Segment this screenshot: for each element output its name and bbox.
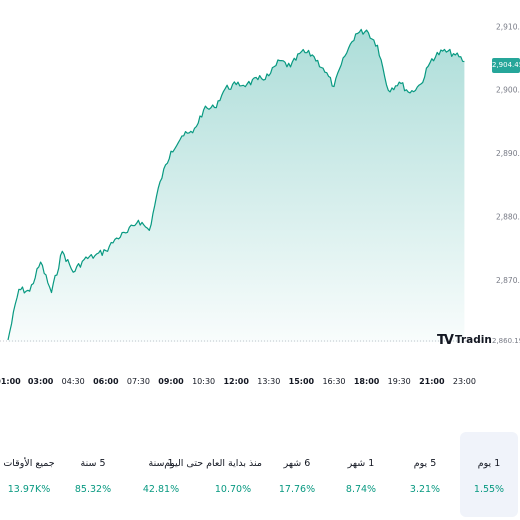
- period-all[interactable]: جميع الأوقات 13.97K%: [0, 432, 58, 517]
- period-label: 1 يوم: [477, 458, 501, 469]
- x-axis: 01:00 03:00 04:30 06:00 07:30 09:00 10:30 12:00…: [0, 377, 476, 386]
- y-axis: 2,910.000 2,900.000 2,890.000 2,880.000 2,87…: [496, 22, 520, 284]
- x-tick-label: 06:00: [93, 377, 119, 386]
- period-label: 1 شهر: [347, 458, 375, 469]
- x-tick-label: 03:00: [28, 377, 54, 386]
- x-tick-label: 01:00: [0, 377, 21, 386]
- chart-svg: 2,910.000 2,900.000 2,890.000 2,880.000 2,87…: [0, 22, 520, 386]
- period-change: 13.97K%: [7, 484, 51, 495]
- y-tick-label: 2,870.000: [496, 276, 520, 285]
- period-change: 1.55%: [473, 484, 505, 495]
- period-1m[interactable]: 1 شهر 8.74%: [332, 432, 390, 517]
- period-label: 6 شهر: [283, 458, 311, 469]
- x-tick-label: 10:30: [192, 377, 215, 386]
- x-tick-label: 15:00: [289, 377, 315, 386]
- period-change: 3.21%: [409, 484, 441, 495]
- period-change: 8.74%: [345, 484, 377, 495]
- period-5y[interactable]: 5 سنة 85.32%: [64, 432, 122, 517]
- x-tick-label: 12:00: [223, 377, 249, 386]
- period-1d[interactable]: 1 يوم 1.55%: [460, 432, 518, 517]
- x-tick-label: 19:30: [388, 377, 411, 386]
- period-label: 5 سنة: [80, 458, 106, 469]
- tradingview-logo-icon: TV: [437, 332, 454, 348]
- x-tick-label: 16:30: [322, 377, 345, 386]
- period-label: 1 سنة: [148, 458, 174, 469]
- period-selector: 1 يوم 1.55% 5 يوم 3.21% 1 شهر 8.74% 6 شه…: [0, 432, 520, 517]
- current-price-badge: 2,904.450: [492, 58, 520, 73]
- price-chart[interactable]: 2,910.000 2,900.000 2,890.000 2,880.000 2,87…: [0, 0, 520, 400]
- x-tick-label: 21:00: [419, 377, 445, 386]
- period-change: 85.32%: [74, 484, 112, 495]
- period-change: 17.76%: [278, 484, 316, 495]
- period-label: جميع الأوقات: [3, 458, 55, 469]
- y-tick-label: 2,900.000: [496, 86, 520, 95]
- area-fill: [8, 29, 465, 343]
- price-line: [7, 28, 465, 341]
- period-change: 42.81%: [142, 484, 180, 495]
- x-tick-label: 07:30: [127, 377, 150, 386]
- period-5d[interactable]: 5 يوم 3.21%: [396, 432, 454, 517]
- period-6m[interactable]: 6 شهر 17.76%: [268, 432, 326, 517]
- x-tick-label: 13:30: [257, 377, 280, 386]
- x-tick-label: 18:00: [354, 377, 380, 386]
- period-change: 10.70%: [214, 484, 252, 495]
- period-1y[interactable]: 1 سنة 42.81%: [132, 432, 190, 517]
- y-tick-label: 2,910.000: [496, 22, 520, 31]
- y-tick-label: 2,890.000: [496, 149, 520, 158]
- period-label: منذ بداية العام حتى اليوم: [164, 458, 262, 469]
- y-tick-label: 2,880.000: [496, 212, 520, 221]
- base-price-badge: 2,860.190: [492, 334, 520, 348]
- x-tick-label: 23:00: [453, 377, 476, 386]
- period-label: 5 يوم: [413, 458, 437, 469]
- period-ytd[interactable]: منذ بداية العام حتى اليوم 10.70%: [164, 432, 262, 517]
- x-tick-label: 09:00: [158, 377, 184, 386]
- x-tick-label: 04:30: [62, 377, 85, 386]
